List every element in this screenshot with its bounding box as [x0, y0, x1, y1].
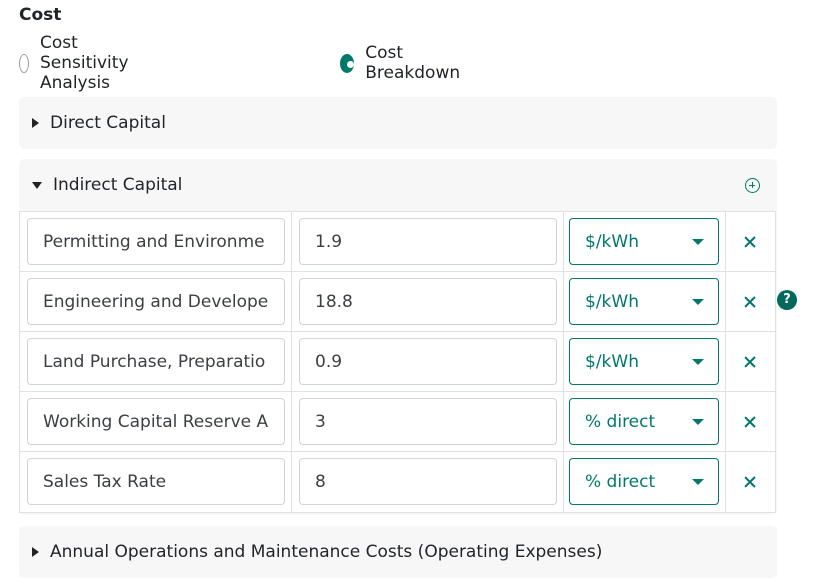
- indirect-capital-table: Permitting and Environme 1.9 $/kWh Engin…: [19, 211, 776, 513]
- unit-cell: % direct: [564, 452, 726, 512]
- panel-title: Annual Operations and Maintenance Costs …: [50, 542, 603, 562]
- panel-direct-capital: Direct Capital: [19, 97, 777, 149]
- radio-cost-breakdown[interactable]: Cost Breakdown: [340, 43, 465, 83]
- help-icon[interactable]: ?: [777, 290, 797, 310]
- radio-circle-checked-icon[interactable]: [340, 53, 355, 73]
- unit-cell: $/kWh: [564, 272, 726, 332]
- remove-cell: [726, 272, 775, 332]
- unit-cell: $/kWh: [564, 332, 726, 392]
- cost-name-input[interactable]: Land Purchase, Preparatio: [27, 338, 285, 385]
- cost-name-input[interactable]: Engineering and Develope: [27, 278, 285, 325]
- unit-cell: % direct: [564, 392, 726, 452]
- section-title: Cost: [19, 5, 62, 25]
- panel-header-direct-capital[interactable]: Direct Capital: [19, 97, 777, 149]
- cost-value-input[interactable]: 3: [299, 398, 557, 445]
- caret-down-icon: [692, 419, 704, 425]
- name-cell: Sales Tax Rate: [20, 452, 292, 512]
- table-row: Permitting and Environme 1.9 $/kWh: [20, 212, 775, 272]
- unit-cell: $/kWh: [564, 212, 726, 272]
- cost-value-input[interactable]: 1.9: [299, 218, 557, 265]
- name-cell: Engineering and Develope: [20, 272, 292, 332]
- name-cell: Permitting and Environme: [20, 212, 292, 272]
- caret-down-icon: [692, 299, 704, 305]
- unit-select[interactable]: $/kWh: [569, 278, 719, 325]
- cost-name-input[interactable]: Permitting and Environme: [27, 218, 285, 265]
- unit-select[interactable]: % direct: [569, 458, 719, 505]
- value-cell: 1.9: [292, 212, 564, 272]
- cost-value-input[interactable]: 0.9: [299, 338, 557, 385]
- remove-row-icon[interactable]: [744, 476, 756, 488]
- caret-down-icon: [692, 359, 704, 365]
- remove-row-icon[interactable]: [744, 296, 756, 308]
- unit-select-value: $/kWh: [585, 291, 639, 312]
- table-row: Land Purchase, Preparatio 0.9 $/kWh: [20, 332, 775, 392]
- table-row: Engineering and Develope 18.8 $/kWh: [20, 272, 775, 332]
- unit-select[interactable]: % direct: [569, 398, 719, 445]
- radio-cost-sensitivity-analysis[interactable]: Cost Sensitivity Analysis: [19, 33, 138, 93]
- unit-select-value: % direct: [585, 411, 656, 432]
- add-row-icon[interactable]: [745, 178, 760, 193]
- radio-label: Cost Breakdown: [365, 43, 461, 83]
- caret-down-icon: [692, 479, 704, 485]
- caret-down-icon: [692, 239, 704, 245]
- caret-right-icon: [32, 118, 39, 128]
- remove-row-icon[interactable]: [744, 356, 756, 368]
- remove-row-icon[interactable]: [744, 416, 756, 428]
- remove-cell: [726, 392, 775, 452]
- value-cell: 3: [292, 392, 564, 452]
- value-cell: 18.8: [292, 272, 564, 332]
- panel-title: Indirect Capital: [53, 175, 183, 195]
- radio-circle-icon[interactable]: [19, 53, 29, 73]
- unit-select-value: $/kWh: [585, 231, 639, 252]
- radio-label: Cost Sensitivity Analysis: [40, 33, 129, 93]
- remove-cell: [726, 452, 775, 512]
- unit-select-value: % direct: [585, 471, 656, 492]
- table-row: Sales Tax Rate 8 % direct: [20, 452, 775, 512]
- panel-title: Direct Capital: [50, 113, 166, 133]
- unit-select[interactable]: $/kWh: [569, 218, 719, 265]
- panel-annual-om-costs: Annual Operations and Maintenance Costs …: [19, 526, 777, 578]
- name-cell: Land Purchase, Preparatio: [20, 332, 292, 392]
- unit-select-value: $/kWh: [585, 351, 639, 372]
- panel-header-indirect-capital[interactable]: Indirect Capital: [19, 159, 777, 211]
- name-cell: Working Capital Reserve A: [20, 392, 292, 452]
- cost-value-input[interactable]: 8: [299, 458, 557, 505]
- panel-header-annual-om-costs[interactable]: Annual Operations and Maintenance Costs …: [19, 526, 777, 578]
- value-cell: 8: [292, 452, 564, 512]
- remove-cell: [726, 212, 775, 272]
- caret-right-icon: [32, 547, 39, 557]
- remove-row-icon[interactable]: [744, 236, 756, 248]
- cost-name-input[interactable]: Working Capital Reserve A: [27, 398, 285, 445]
- remove-cell: [726, 332, 775, 392]
- caret-down-icon: [32, 181, 42, 189]
- cost-value-input[interactable]: 18.8: [299, 278, 557, 325]
- panel-indirect-capital: Indirect Capital Permitting and Environm…: [19, 159, 777, 515]
- unit-select[interactable]: $/kWh: [569, 338, 719, 385]
- table-row: Working Capital Reserve A 3 % direct: [20, 392, 775, 452]
- cost-name-input[interactable]: Sales Tax Rate: [27, 458, 285, 505]
- value-cell: 0.9: [292, 332, 564, 392]
